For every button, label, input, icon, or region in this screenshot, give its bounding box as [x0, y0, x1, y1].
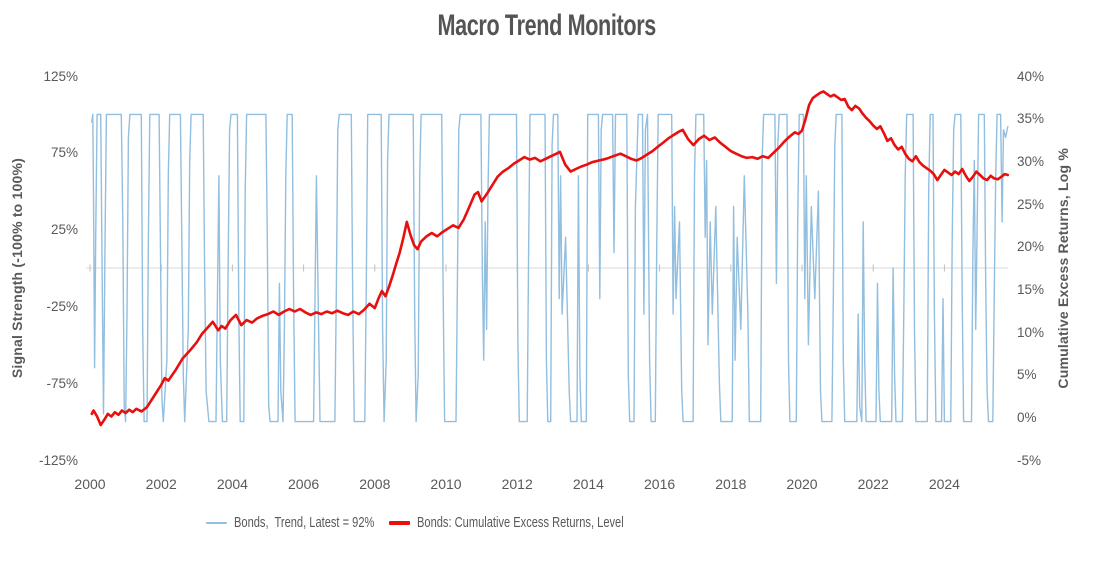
- right-axis-tick-0%: 0%: [1017, 409, 1037, 425]
- left-axis-tick-25%: 25%: [50, 222, 78, 238]
- x-axis-tick-2018: 2018: [715, 476, 747, 492]
- left-axis-tick-labels: 125% 75% 25% -25% -75% -125%: [2, 0, 78, 562]
- right-axis-tick-20%: 20%: [1017, 239, 1045, 255]
- left-axis-tick--125%: -125%: [38, 452, 78, 468]
- left-axis-tick--75%: -75%: [46, 375, 78, 391]
- left-axis-tick-125%: 125%: [43, 68, 78, 84]
- right-axis-tick-35%: 35%: [1017, 111, 1045, 127]
- right-axis-tick-10%: 10%: [1017, 324, 1045, 340]
- x-axis-tick-2002: 2002: [145, 476, 177, 492]
- x-axis-tick-2016: 2016: [644, 476, 676, 492]
- right-axis-tick-30%: 30%: [1017, 153, 1045, 169]
- chart-title: Macro Trend Monitors: [437, 9, 656, 42]
- x-axis-tick-2006: 2006: [288, 476, 320, 492]
- right-axis-tick-15%: 15%: [1017, 281, 1045, 297]
- right-axis-tick-25%: 25%: [1017, 196, 1045, 212]
- x-axis-tick-2012: 2012: [501, 476, 533, 492]
- right-axis-tick-40%: 40%: [1017, 68, 1045, 84]
- left-axis-tick-75%: 75%: [50, 145, 78, 161]
- chart-title-row: Macro Trend Monitors: [0, 9, 1093, 43]
- right-axis-tick-labels: 40% 35% 30% 25% 20% 15% 10% 5% 0% -5%: [1017, 0, 1057, 562]
- x-axis-tick-2008: 2008: [359, 476, 391, 492]
- bonds-trend-series: [91, 113, 1009, 423]
- x-axis-tick-2010: 2010: [430, 476, 462, 492]
- x-axis-tick-2004: 2004: [216, 476, 248, 492]
- left-axis-tick--25%: -25%: [46, 298, 78, 314]
- right-axis-tick--5%: -5%: [1017, 452, 1042, 468]
- x-axis-tick-2024: 2024: [928, 476, 960, 492]
- x-axis-tick-2000: 2000: [74, 476, 106, 492]
- right-axis-tick-5%: 5%: [1017, 367, 1037, 383]
- x-axis-tick-2020: 2020: [786, 476, 818, 492]
- bonds-cumulative-returns-series: [90, 90, 1010, 427]
- x-axis-tick-2014: 2014: [572, 476, 604, 492]
- x-axis-tick-2022: 2022: [857, 476, 889, 492]
